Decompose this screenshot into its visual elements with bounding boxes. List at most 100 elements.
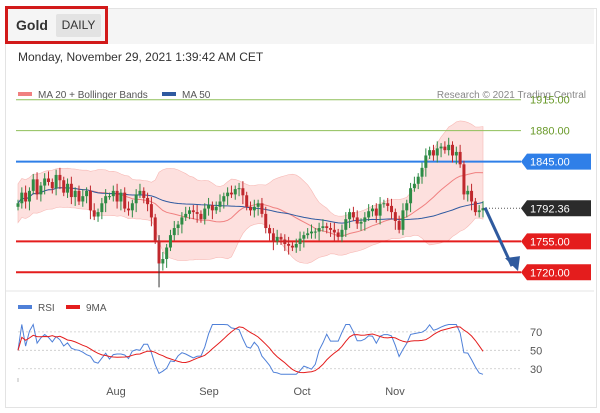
candle-body [207, 205, 211, 209]
candle-body [424, 155, 428, 168]
candle-body [420, 167, 424, 177]
candle-body [62, 180, 66, 193]
candle-body [69, 183, 73, 198]
candle-body [214, 206, 218, 211]
rsi-level-label: 30 [530, 364, 542, 376]
candle-body [401, 210, 405, 230]
candle-body [180, 217, 184, 225]
candle-body [428, 150, 432, 156]
rsi-legend-label: RSI [38, 303, 55, 314]
candle-body [123, 192, 127, 209]
candle-body [241, 188, 245, 196]
legend-swatch [18, 92, 32, 96]
instrument-title: Gold [16, 17, 48, 33]
candle-body [431, 150, 435, 156]
candle-body [115, 190, 119, 202]
candle-body [367, 211, 371, 218]
rsi-legend-swatch [18, 305, 32, 309]
candle-body [390, 205, 394, 213]
level-label: 1880.00 [530, 126, 570, 138]
candle-body [386, 203, 390, 206]
candle-body [119, 192, 123, 202]
candle-body [172, 228, 176, 236]
candle-body [252, 206, 256, 211]
candle-body [481, 208, 485, 211]
candle-body [279, 236, 283, 240]
candle-body [43, 178, 47, 186]
candle-body [321, 226, 325, 229]
candle-body [88, 190, 92, 211]
candle-body [302, 235, 306, 239]
candle-body [317, 228, 321, 232]
bollinger-band [17, 120, 484, 264]
candle-body [85, 190, 89, 197]
candle-body [107, 196, 111, 198]
candle-body [287, 243, 291, 246]
candle-body [298, 238, 302, 244]
rsi-legend-label: 9MA [86, 303, 107, 314]
candle-body [374, 208, 378, 216]
candle-body [332, 229, 336, 233]
candle-body [24, 192, 28, 202]
legend-label: MA 20 + Bollinger Bands [38, 90, 148, 101]
candle-body [138, 190, 142, 195]
candle-body [54, 174, 58, 189]
candle-body [435, 148, 439, 156]
candle-body [161, 259, 165, 264]
candle-body [397, 220, 401, 230]
legend-swatch [162, 92, 176, 96]
candle-body [454, 151, 458, 156]
rsi-level-label: 70 [530, 327, 542, 339]
candle-body [149, 204, 153, 218]
candle-body [260, 203, 264, 214]
candle-body [92, 210, 96, 217]
candle-body [142, 190, 146, 198]
candle-body [351, 212, 355, 218]
candle-body [77, 190, 81, 202]
candle-body [203, 208, 207, 220]
candle-body [100, 203, 104, 213]
header-bar [6, 9, 594, 44]
candle-body [81, 196, 85, 202]
candle-body [104, 196, 108, 204]
x-axis-label: Sep [199, 386, 219, 398]
level-label: 1845.00 [530, 157, 570, 169]
candle-body [195, 212, 199, 214]
candle-body [73, 190, 77, 198]
candle-body [336, 232, 340, 237]
candle-body [222, 196, 226, 202]
candle-body [294, 243, 298, 248]
candle-body [184, 213, 188, 218]
candle-body [458, 151, 462, 165]
candle-body [58, 174, 62, 181]
candle-body [466, 190, 470, 195]
candle-body [50, 182, 54, 189]
candle-body [340, 229, 344, 237]
candle-body [309, 231, 313, 234]
candle-body [409, 188, 413, 204]
candle-body [393, 212, 397, 221]
candle-body [256, 203, 260, 207]
candle-body [249, 206, 252, 211]
candle-body [127, 208, 131, 211]
title-highlight-box [5, 6, 108, 44]
last-price-label: 1792.36 [530, 203, 570, 215]
candle-body [447, 144, 451, 151]
x-axis-label: Nov [385, 386, 405, 398]
level-tag [521, 153, 591, 170]
candle-body [275, 236, 279, 242]
projection-arrow [483, 207, 514, 267]
candle-body [130, 203, 134, 211]
candle-body [412, 183, 416, 189]
candle-body [306, 233, 310, 236]
candle-body [146, 197, 150, 205]
candle-body [290, 245, 294, 248]
timeframe-button[interactable]: DAILY [56, 14, 101, 37]
candle-body [237, 188, 241, 190]
candle-body [165, 247, 169, 260]
candle-body [20, 192, 24, 204]
candle-body [168, 235, 172, 248]
candle-body [111, 190, 115, 197]
candle-body [153, 217, 157, 241]
